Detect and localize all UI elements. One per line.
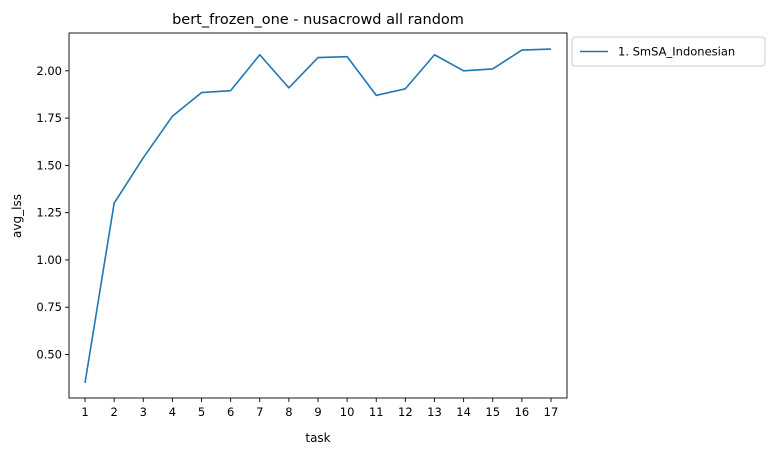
legend: 1. SmSA_Indonesian [571,36,766,67]
x-tick-label: 7 [256,405,263,419]
x-tick-label: 10 [340,405,355,419]
x-tick-label: 16 [515,405,530,419]
x-tick-label: 17 [544,405,559,419]
x-tick-label: 1 [81,405,88,419]
legend-label: 1. SmSA_Indonesian [618,45,735,59]
x-tick-label: 3 [140,405,147,419]
series-line-1 [84,48,552,383]
x-tick-label: 6 [227,405,234,419]
chart-title: bert_frozen_one - nusacrowd all random [172,12,464,28]
x-tick-label: 8 [285,405,292,419]
x-tick-label: 4 [169,405,176,419]
y-tick-label: 0.50 [36,348,62,362]
y-axis-label: avg_lss [10,194,24,238]
x-tick-label: 15 [485,405,500,419]
x-axis-label: task [305,431,330,445]
y-tick-label: 1.75 [36,111,62,125]
plot-area: 1 2 3 4 5 6 7 8 9 10 11 12 13 14 15 16 170.500.751.001.2… [36,32,568,419]
y-tick-label: 1.00 [36,253,62,267]
x-tick-label: 2 [110,405,117,419]
x-tick-label: 12 [398,405,413,419]
legend-box [571,36,766,67]
x-tick-label: 9 [314,405,321,419]
y-tick-label: 2.00 [36,64,62,78]
x-tick-label: 13 [427,405,442,419]
y-tick-label: 1.50 [36,158,62,172]
y-tick-label: 0.75 [36,300,62,314]
y-tick-label: 1.25 [36,206,62,220]
x-tick-label: 5 [198,405,205,419]
x-tick-label: 11 [369,405,384,419]
x-tick-label: 14 [456,405,471,419]
plot-frame [68,32,568,399]
